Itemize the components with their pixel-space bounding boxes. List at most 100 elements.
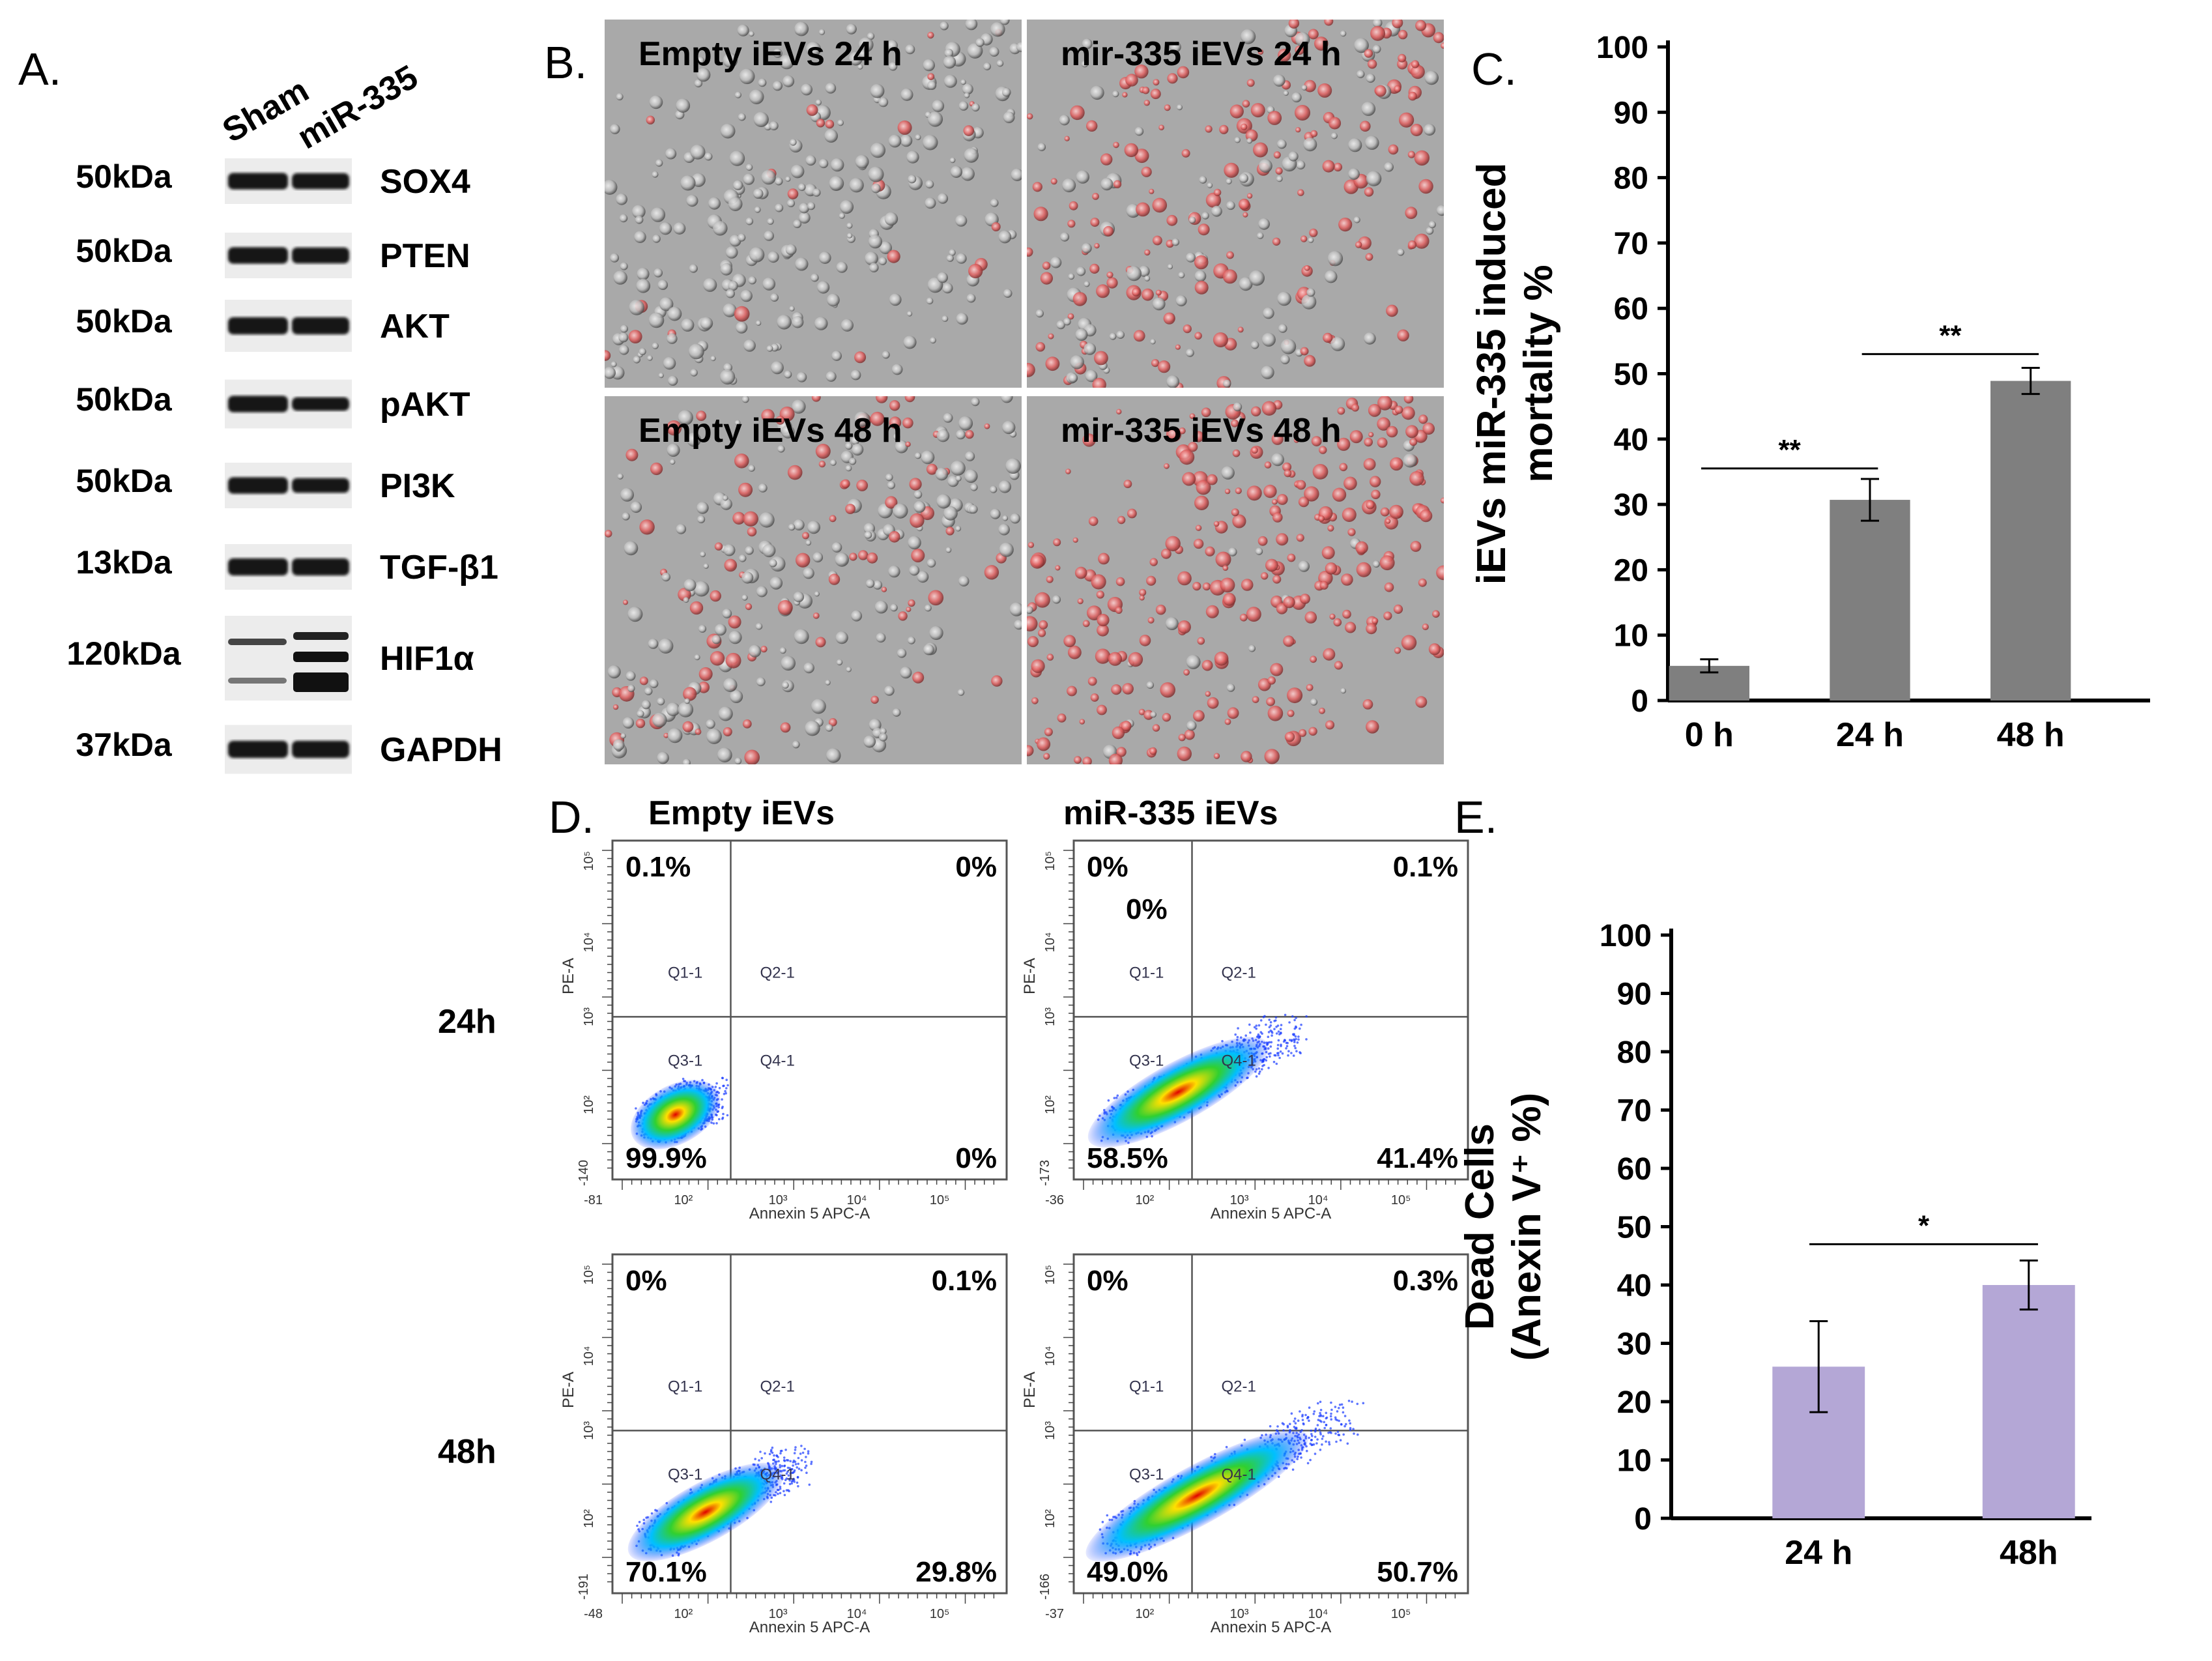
red-cell (1325, 562, 1338, 575)
event-point (638, 1520, 641, 1524)
cell (779, 647, 786, 654)
red-cell (1394, 85, 1401, 93)
red-cell (734, 454, 749, 469)
red-cell (1177, 746, 1192, 762)
cell (958, 101, 969, 111)
red-cell (1177, 571, 1192, 586)
cell (792, 399, 806, 414)
panel-c-label: C. (1471, 44, 1517, 94)
cell (868, 166, 884, 182)
event-point (1274, 1016, 1278, 1019)
column-header-mir335: miR-335 (291, 58, 424, 156)
event-point (796, 1466, 798, 1469)
x-axis-label: Annexin 5 APC-A (749, 1619, 870, 1636)
red-cell (1134, 65, 1149, 79)
red-cell (1027, 113, 1033, 120)
cell (634, 231, 646, 244)
cell (825, 724, 833, 732)
cell (659, 297, 674, 311)
cell (1348, 168, 1360, 180)
cell (955, 525, 962, 532)
cell (697, 68, 711, 82)
cell (937, 272, 948, 283)
cell (874, 600, 888, 614)
red-cell (881, 586, 887, 592)
cell (670, 459, 676, 465)
red-cell (1300, 594, 1310, 604)
blot-row-akt: 50kDa AKT (76, 300, 450, 352)
cell (1011, 168, 1022, 181)
event-point (805, 1456, 807, 1458)
event-point (1289, 1423, 1291, 1426)
cell (758, 512, 775, 528)
cell (908, 636, 915, 644)
event-point (1282, 1040, 1286, 1043)
red-cell (1205, 192, 1221, 208)
red-cell (1231, 419, 1239, 427)
cell (622, 512, 630, 521)
cell (817, 281, 830, 294)
red-cell (815, 444, 831, 459)
event-point (1236, 1035, 1239, 1039)
cell (998, 523, 1010, 536)
event-point (1322, 1435, 1325, 1437)
red-cell (1108, 753, 1123, 764)
cell (807, 521, 820, 534)
cell (794, 629, 809, 644)
red-cell (1194, 255, 1209, 270)
cell (772, 81, 783, 91)
red-cell (1226, 251, 1234, 259)
cell (700, 317, 713, 330)
red-cell (1372, 617, 1379, 624)
event-point (788, 1482, 792, 1486)
y-tick-label: 10³ (1043, 1007, 1057, 1026)
red-cell (889, 416, 902, 429)
cell (1228, 547, 1237, 556)
red-cell (1319, 446, 1327, 454)
red-cell (1283, 635, 1295, 647)
event-point (785, 1472, 788, 1475)
red-cell (1351, 403, 1359, 412)
y-tick-label: 10⁵ (1043, 851, 1057, 871)
cell (708, 197, 721, 210)
protein-label: AKT (380, 308, 450, 345)
cell (1291, 92, 1302, 103)
red-cell (1164, 463, 1170, 469)
red-cell (885, 496, 898, 509)
red-cell (1318, 515, 1325, 522)
red-cell (1139, 588, 1147, 596)
red-cell (1390, 457, 1403, 471)
band-mir-lower (293, 672, 349, 692)
event-point (775, 1462, 777, 1466)
cell (1250, 341, 1259, 349)
event-point (788, 1467, 791, 1469)
event-point (726, 1084, 729, 1087)
event-point (1316, 1424, 1319, 1426)
cell (826, 748, 841, 763)
red-cell (1250, 103, 1265, 118)
red-cell (904, 396, 915, 403)
cell (812, 188, 821, 197)
cell (1424, 124, 1436, 136)
cell (900, 88, 913, 101)
cell (965, 20, 978, 31)
red-cell (1325, 720, 1335, 730)
red-cell (1312, 464, 1329, 480)
event-point (1338, 1404, 1342, 1406)
event-point (1299, 1051, 1301, 1054)
red-cell (1349, 430, 1363, 444)
x-tick-label: 10⁴ (847, 1607, 867, 1621)
event-point (1285, 1047, 1287, 1050)
red-cell (1153, 235, 1162, 246)
red-cell (682, 721, 694, 732)
y-min-label: -140 (577, 1160, 591, 1186)
red-cell (991, 675, 1003, 687)
cell (749, 31, 754, 37)
x-min-label: -81 (584, 1193, 603, 1207)
cell (612, 739, 625, 751)
red-cell (1027, 616, 1038, 631)
red-cell (1151, 359, 1160, 368)
cell (998, 480, 1012, 493)
cell (620, 733, 626, 739)
event-point (797, 1467, 801, 1470)
